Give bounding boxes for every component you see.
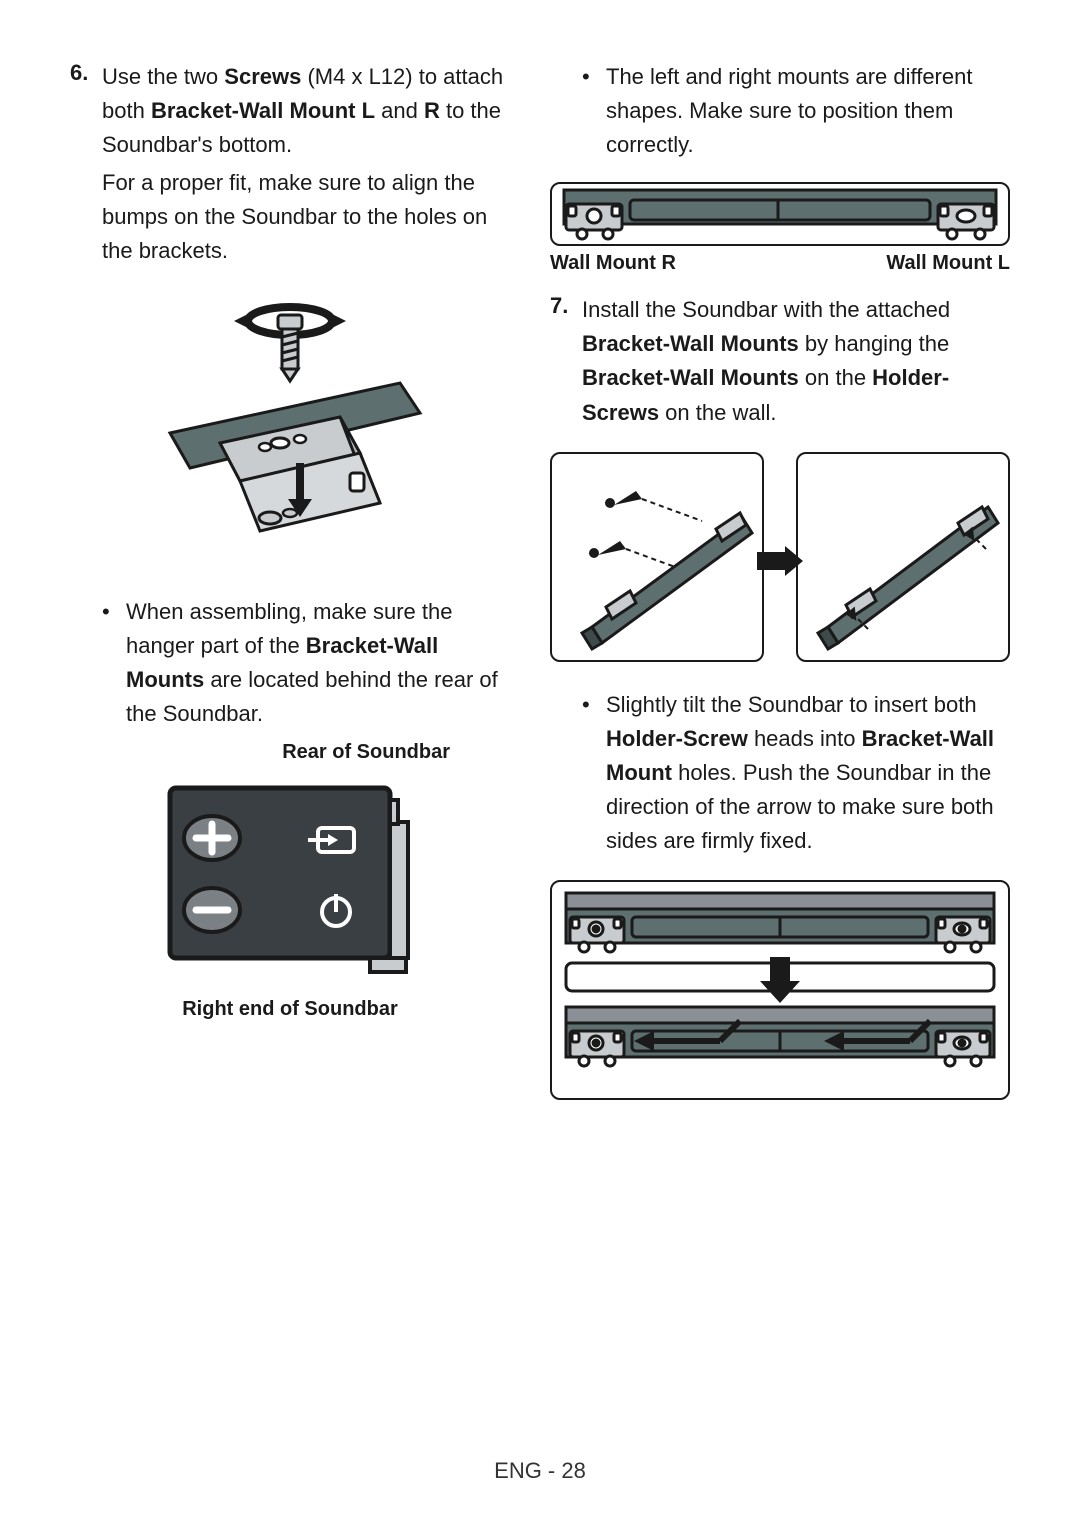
page-footer: ENG - 28 <box>0 1458 1080 1484</box>
step-6: 6. Use the two Screws (M4 x L12) to atta… <box>70 60 510 269</box>
step-7: 7. Install the Soundbar with the attache… <box>550 293 1010 429</box>
figure-screw-bracket <box>150 293 430 573</box>
step-number: 6. <box>70 60 102 269</box>
figure-mounts-strip <box>550 182 1010 246</box>
bullet-assembly-note: • When assembling, make sure the hanger … <box>70 595 510 731</box>
bullet-mounts-different: • The left and right mounts are differen… <box>550 60 1010 162</box>
label-wall-mount-l: Wall Mount L <box>886 252 1010 275</box>
caption-rear: Rear of Soundbar <box>70 741 510 764</box>
mount-labels: Wall Mount R Wall Mount L <box>550 252 1010 275</box>
figure-push <box>550 880 1010 1100</box>
step-6-body: Use the two Screws (M4 x L12) to attach … <box>102 60 510 269</box>
right-column: • The left and right mounts are differen… <box>550 60 1010 1400</box>
step-7-body: Install the Soundbar with the attached B… <box>582 293 1010 429</box>
label-wall-mount-r: Wall Mount R <box>550 252 676 275</box>
caption-right-end: Right end of Soundbar <box>70 998 510 1021</box>
left-column: 6. Use the two Screws (M4 x L12) to atta… <box>70 60 510 1400</box>
bullet-tilt: • Slightly tilt the Soundbar to insert b… <box>550 688 1010 858</box>
step-number: 7. <box>550 293 582 429</box>
figure-right-end <box>140 770 440 990</box>
